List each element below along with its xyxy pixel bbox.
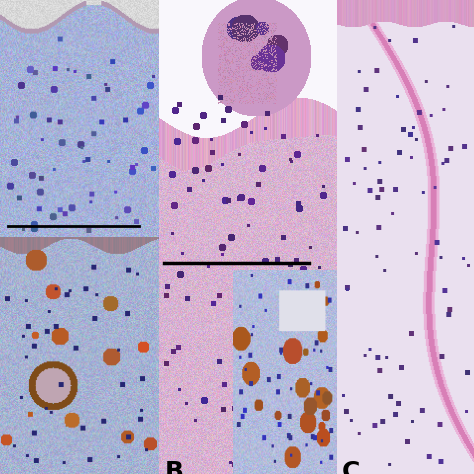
Text: B: B <box>164 461 183 474</box>
Text: C: C <box>342 461 360 474</box>
